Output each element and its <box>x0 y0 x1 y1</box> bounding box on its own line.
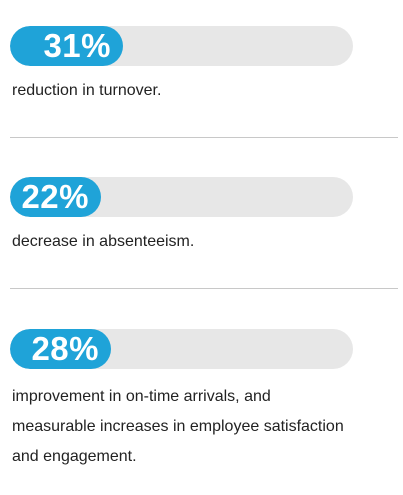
stat-value: 22% <box>21 178 89 215</box>
progress-track: 31% <box>10 26 353 66</box>
progress-track: 22% <box>10 177 353 217</box>
stat-description-line: and engagement. <box>12 448 137 465</box>
divider <box>10 137 398 138</box>
stat-value: 28% <box>31 330 99 367</box>
stat-description-line: improvement in on-time arrivals, and <box>12 388 271 405</box>
progress-fill: 28% <box>10 329 111 369</box>
divider <box>10 288 398 289</box>
stat-description-line: measurable increases in employee satisfa… <box>12 418 344 435</box>
stat-value: 31% <box>43 27 111 64</box>
stat-description: improvement in on-time arrivals, and mea… <box>12 382 392 472</box>
stat-description: reduction in turnover. <box>12 82 162 99</box>
progress-fill: 31% <box>10 26 123 66</box>
progress-track: 28% <box>10 329 353 369</box>
progress-fill: 22% <box>10 177 101 217</box>
stat-description: decrease in absenteeism. <box>12 233 195 250</box>
